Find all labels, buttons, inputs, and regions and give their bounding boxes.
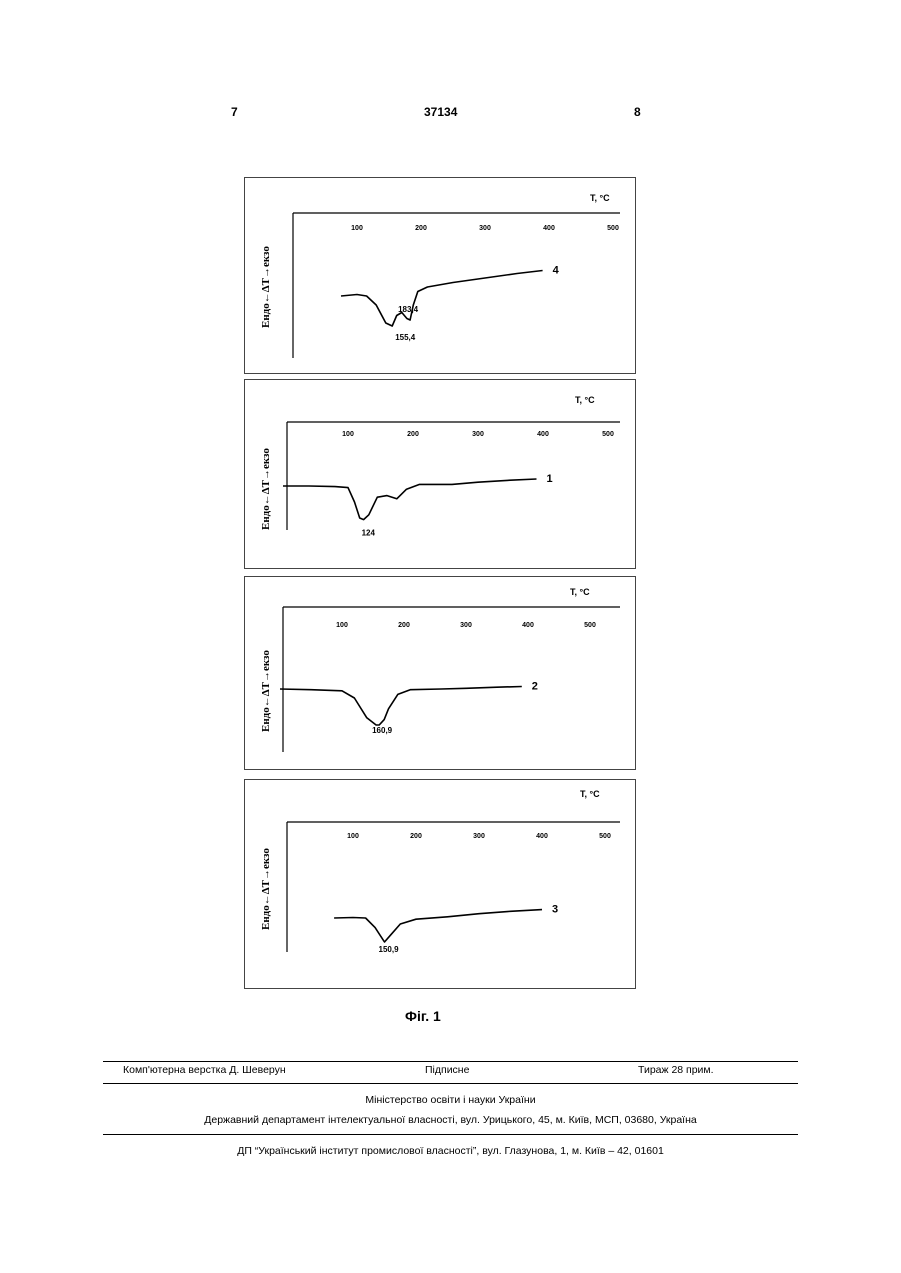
footer-rule xyxy=(103,1061,798,1062)
tick-label: 400 xyxy=(522,622,534,629)
tick-label: 300 xyxy=(473,833,485,840)
page-number-left: 7 xyxy=(231,105,238,119)
curve-number-label: 3 xyxy=(552,904,558,916)
dta-chart: T, °C 100 200 300 400 500 4 155,4 183,4 xyxy=(245,178,637,375)
dta-curve xyxy=(334,910,542,942)
y-axis-label: Ендо←ΔT→екзо xyxy=(260,848,272,930)
signed-label: Підписне xyxy=(425,1064,469,1076)
tick-label: 200 xyxy=(398,622,410,629)
figure-caption: Фіг. 1 xyxy=(405,1008,441,1024)
curve-number-label: 4 xyxy=(553,265,560,277)
tick-label: 100 xyxy=(342,431,354,438)
tick-label: 500 xyxy=(584,622,596,629)
x-axis-title: T, °C xyxy=(570,587,590,597)
dta-chart: T, °C 100 200 300 400 500 3 150,9 xyxy=(245,780,637,990)
dta-chart: T, °C 100 200 300 400 500 1 124 xyxy=(245,380,637,570)
dta-curve xyxy=(280,687,522,726)
dta-chart-panel: T, °C 100 200 300 400 500 1 124 Ендо←ΔT→екзо xyxy=(244,379,636,569)
tick-label: 500 xyxy=(602,431,614,438)
peak-annotation: 183,4 xyxy=(398,305,419,314)
tick-label: 200 xyxy=(410,833,422,840)
department-line: Державний департамент інтелектуальної вл… xyxy=(103,1114,798,1126)
y-axis-label: Ендо←ΔT→екзо xyxy=(260,246,272,328)
dta-chart-panel: T, °C 100 200 300 400 500 3 150,9 Ендо←ΔT→екзо xyxy=(244,779,636,989)
footer-rule xyxy=(103,1083,798,1084)
ministry-line: Міністерство освіти і науки України xyxy=(103,1094,798,1106)
tick-label: 400 xyxy=(537,431,549,438)
dta-curve xyxy=(341,271,543,327)
dta-chart-panel: T, °C 100 200 300 400 500 2 160,9 Ендо←ΔT→екзо xyxy=(244,576,636,770)
peak-annotation: 155,4 xyxy=(395,333,416,342)
tick-label: 100 xyxy=(347,833,359,840)
tick-label: 300 xyxy=(479,225,491,232)
peak-annotation: 160,9 xyxy=(372,726,393,735)
tick-label: 300 xyxy=(472,431,484,438)
y-axis-label: Ендо←ΔT→екзо xyxy=(260,650,272,732)
tick-label: 400 xyxy=(536,833,548,840)
tick-label: 100 xyxy=(351,225,363,232)
y-axis-label: Ендо←ΔT→екзо xyxy=(260,448,272,530)
layout-credit: Комп'ютерна верстка Д. Шеверун xyxy=(123,1064,286,1076)
circulation: Тираж 28 прим. xyxy=(638,1064,714,1076)
x-axis-title: T, °C xyxy=(575,395,595,405)
peak-annotation: 124 xyxy=(362,529,376,538)
tick-label: 200 xyxy=(407,431,419,438)
tick-label: 500 xyxy=(599,833,611,840)
peak-annotation: 150,9 xyxy=(379,945,400,954)
publisher-line: ДП “Український інститут промислової вла… xyxy=(103,1145,798,1157)
dta-chart: T, °C 100 200 300 400 500 2 160,9 xyxy=(245,577,637,771)
x-axis-title: T, °C xyxy=(590,193,610,203)
page-number-right: 8 xyxy=(634,105,641,119)
curve-number-label: 2 xyxy=(532,680,538,692)
dta-curve xyxy=(283,479,537,520)
tick-label: 100 xyxy=(336,622,348,629)
tick-label: 500 xyxy=(607,225,619,232)
dta-chart-panel: T, °C 100 200 300 400 500 4 155,4 183,4 Ендо←ΔT→… xyxy=(244,177,636,374)
tick-label: 400 xyxy=(543,225,555,232)
tick-label: 300 xyxy=(460,622,472,629)
x-axis-title: T, °C xyxy=(580,789,600,799)
patent-number: 37134 xyxy=(424,105,457,119)
tick-label: 200 xyxy=(415,225,427,232)
footer-rule xyxy=(103,1134,798,1135)
curve-number-label: 1 xyxy=(547,473,553,485)
